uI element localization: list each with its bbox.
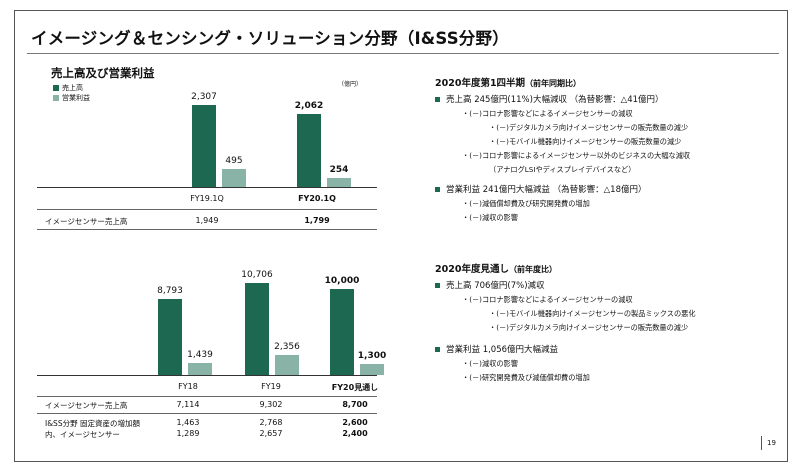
a-table-cell: 2,600 [342,418,368,427]
a-table-cell: 1,463 [176,418,200,427]
q1-sales-bullet: 売上高 245億円(11%)大幅減収 （為替影響：△41億円） [435,93,664,105]
annual-bar-sales-0 [158,299,182,375]
a-table-cell: 7,114 [176,400,200,409]
table-mid-rule [37,413,377,414]
quarter-bar-sales-1 [297,114,321,187]
legend-sales: 売上高 [53,83,90,93]
annual-bar-op-0 [188,363,212,375]
annual-value-label: 2,356 [274,342,300,352]
quarter-bar-op-1 [327,178,351,187]
annual-bar-sales-1 [245,283,269,375]
annual-chart-axis [37,375,377,376]
q1-sales-text: 売上高 245億円(11%)大幅減収 （為替影響：△41億円） [446,95,664,105]
fy-op-text: 営業利益 1,056億円大幅減益 [446,345,559,355]
annual-bar-sales-2 [330,289,354,375]
forecast-heading: 2020年度見通し（前年度比） [435,261,557,275]
q1-heading-note: （前年同期比） [525,79,582,88]
legend-op-label: 営業利益 [62,94,90,102]
legend-swatch-op [53,95,59,101]
unit-label: （億円） [338,81,363,88]
annual-bar-op-1 [275,355,299,375]
q-table-cell: 1,949 [195,216,219,225]
q-table-label: イメージセンサー売上高 [45,217,128,226]
fy-op-sub: ・(－)研究開発費及び減価償却費の増加 [462,373,590,382]
annual-value-label: 10,706 [241,270,273,280]
q1-op-sub: ・(－)減価償却費及び研究開発費の増加 [462,199,590,208]
a-table-label: 内、イメージセンサー [45,430,120,439]
q1-op-text: 営業利益 241億円大幅減益 （為替影響：△18億円） [446,185,647,195]
title-divider [27,53,779,54]
annual-value-label: 1,300 [357,351,387,361]
table-bottom-rule [37,229,377,230]
quarter-bar-sales-0 [192,105,216,187]
bullet-square-icon [435,282,440,288]
q1-op-sub: ・(－)減収の影響 [462,213,518,222]
quarter-bar-op-0 [222,169,246,187]
chart-legend: 売上高 営業利益 [53,83,90,103]
left-heading: 売上高及び営業利益 [51,66,155,80]
quarter-value-label: 254 [329,165,349,175]
q1-op-bullet: 営業利益 241億円大幅減益 （為替影響：△18億円） [435,183,646,195]
q1-heading-text: 2020年度第1四半期 [435,78,526,89]
x-label-fy18: FY18 [178,382,198,391]
quarter-value-label: 495 [225,156,243,166]
fy-sales-text: 売上高 706億円(7%)減収 [446,281,545,291]
q1-sales-sub: （アナログLSIやディスプレイデバイスなど） [489,165,636,174]
q1-sales-sub: ・(－)コロナ影響などによるイメージセンサーの減収 [462,109,633,118]
slide: イメージング＆センシング・ソリューション分野（I&SS分野） 売上高及び営業利益… [14,10,788,462]
a-table-cell: 9,302 [259,400,283,409]
bullet-square-icon [435,346,440,352]
legend-op: 営業利益 [53,93,90,103]
fy-op-sub: ・(－)減収の影響 [462,359,518,368]
x-label-fy19: FY19 [261,382,281,391]
page-number-divider [761,436,762,450]
page-title: イメージング＆センシング・ソリューション分野（I&SS分野） [31,29,509,48]
table-top-rule [37,209,377,210]
annual-bar-op-2 [360,364,384,375]
quarter-value-label: 2,307 [191,92,217,102]
a-table-cell: 8,700 [342,400,368,409]
fy-sales-sub: ・(－)モバイル機器向けイメージセンサーの製品ミックスの悪化 [489,309,696,318]
page-number: 19 [767,439,776,447]
annual-value-label: 1,439 [187,350,213,360]
q1-sales-sub: ・(－)デジタルカメラ向けイメージセンサーの販売数量の減少 [489,123,689,132]
legend-sales-label: 売上高 [62,84,83,92]
legend-swatch-sales [53,85,59,91]
x-label-fy19-1q: FY19.1Q [190,194,224,203]
fy-sales-sub: ・(－)デジタルカメラ向けイメージセンサーの販売数量の減少 [489,323,689,332]
annual-value-label: 8,793 [157,286,183,296]
quarter-chart-axis [37,187,377,188]
fy-op-bullet: 営業利益 1,056億円大幅減益 [435,343,558,355]
a-table-cell: 2,768 [259,418,283,427]
quarter-value-label: 2,062 [294,101,324,111]
x-label-fy20-1q: FY20.1Q [298,194,336,203]
q1-sales-sub: ・(－)コロナ影響によるイメージセンサー以外のビジネスの大幅な減収 [462,151,691,160]
bullet-square-icon [435,96,440,102]
q1-sales-sub: ・(－)モバイル機器向けイメージセンサーの販売数量の減少 [489,137,682,146]
a-table-label: イメージセンサー売上高 [45,401,128,410]
forecast-heading-note: （前年度比） [508,265,557,274]
a-table-cell: 1,289 [176,429,200,438]
bullet-square-icon [435,186,440,192]
a-table-label: I&SS分野 固定資産の増加額 [45,419,140,428]
a-table-cell: 2,657 [259,429,283,438]
fy-sales-sub: ・(－)コロナ影響などによるイメージセンサーの減収 [462,295,633,304]
q-table-cell: 1,799 [304,216,330,225]
annual-value-label: 10,000 [324,276,360,286]
forecast-heading-text: 2020年度見通し [435,264,509,275]
fy-sales-bullet: 売上高 706億円(7%)減収 [435,279,545,291]
x-label-fy20-forecast: FY20見通し [331,383,379,392]
a-table-cell: 2,400 [342,429,368,438]
q1-heading: 2020年度第1四半期（前年同期比） [435,75,581,89]
table-top-rule [37,396,377,397]
